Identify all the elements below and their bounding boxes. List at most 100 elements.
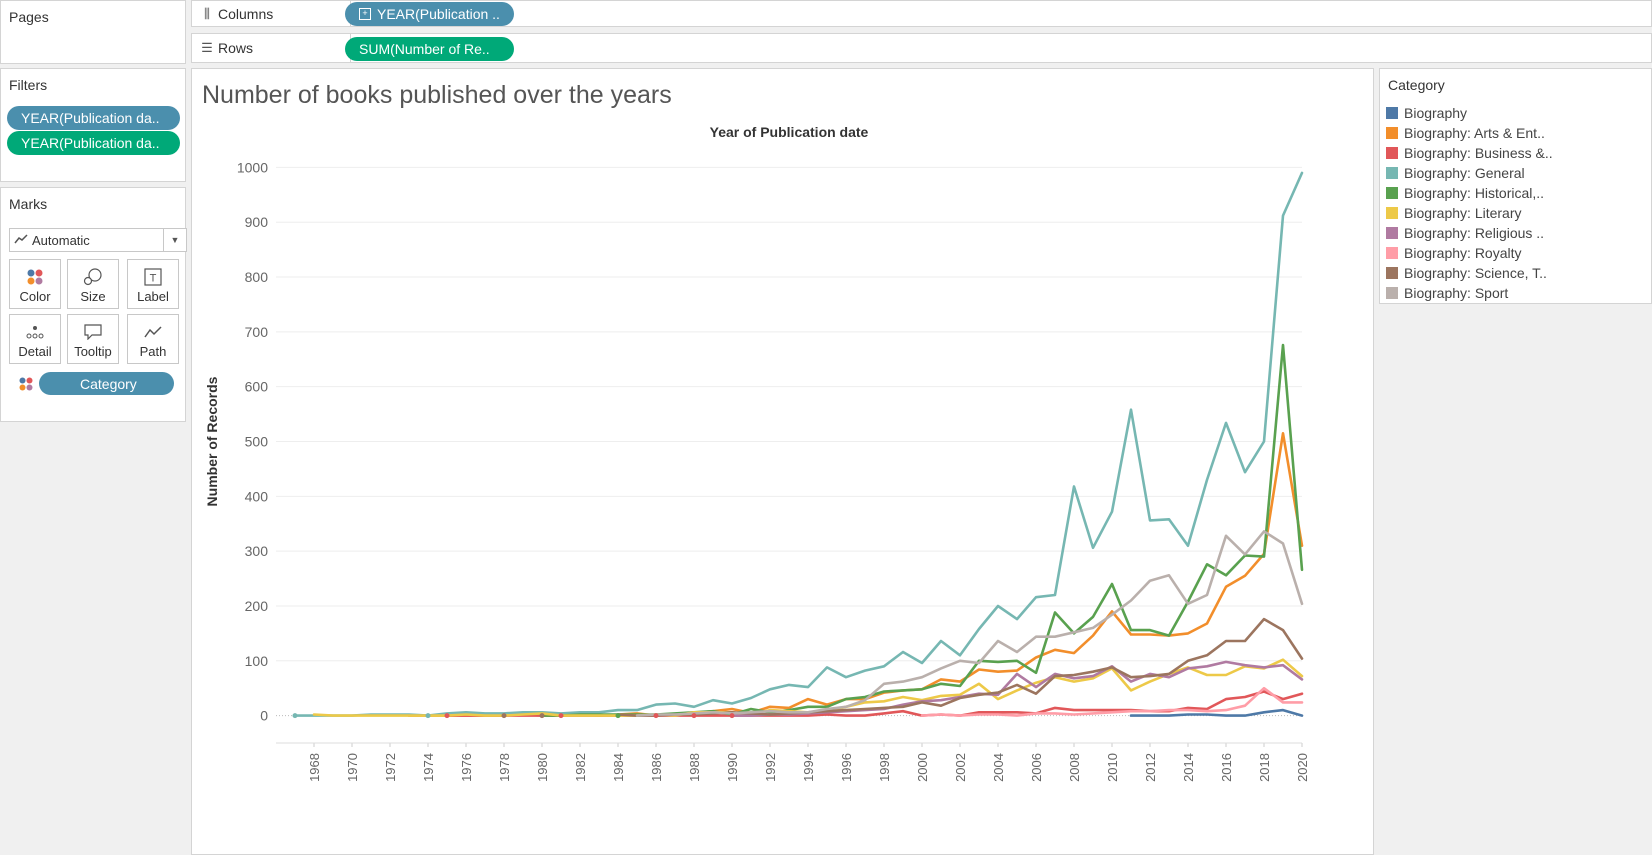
path-icon <box>128 320 178 344</box>
data-point[interactable] <box>426 713 431 718</box>
size-button[interactable]: Size <box>67 259 119 309</box>
x-tick-label: 2014 <box>1181 753 1196 782</box>
marks-panel: Marks Automatic ▼ Color Size T Label Det… <box>0 187 186 422</box>
line-chart: Year of Publication dateNumber of Record… <box>192 69 1373 854</box>
rows-pill-label: SUM(Number of Re.. <box>359 41 490 57</box>
y-tick-label: 700 <box>245 324 269 340</box>
x-axis-title: Year of Publication date <box>710 124 869 140</box>
data-point[interactable] <box>654 713 659 718</box>
x-tick-label: 1980 <box>535 753 550 782</box>
mark-type-dropdown[interactable]: Automatic ▼ <box>9 228 187 252</box>
legend-item[interactable]: Biography: General <box>1386 163 1525 183</box>
label-label: Label <box>128 289 178 304</box>
filters-panel: Filters YEAR(Publication da.. YEAR(Publi… <box>0 68 186 182</box>
legend-label: Biography: Business &.. <box>1404 145 1553 161</box>
filter-pill-1[interactable]: YEAR(Publication da.. <box>7 106 180 130</box>
x-tick-label: 1996 <box>839 753 854 782</box>
detail-button[interactable]: Detail <box>9 314 61 364</box>
legend-label: Biography: Royalty <box>1404 245 1522 261</box>
legend-swatch <box>1386 267 1398 279</box>
legend-item[interactable]: Biography: Religious .. <box>1386 223 1544 243</box>
rows-icon: ☰ <box>196 40 218 56</box>
x-tick-label: 2006 <box>1029 753 1044 782</box>
data-point[interactable] <box>502 713 507 718</box>
svg-text:T: T <box>150 273 157 285</box>
x-tick-label: 2010 <box>1105 753 1120 782</box>
filter-pill-1-label: YEAR(Publication da.. <box>21 110 160 126</box>
expand-icon[interactable]: + <box>359 8 371 20</box>
legend-item[interactable]: Biography: Science, T.. <box>1386 263 1547 283</box>
legend-item[interactable]: Biography: Historical,.. <box>1386 183 1544 203</box>
series-lines <box>293 173 1303 718</box>
legend-swatch <box>1386 167 1398 179</box>
size-label: Size <box>68 289 118 304</box>
legend-swatch <box>1386 227 1398 239</box>
columns-shelf-label: ⫼ Columns <box>192 1 351 26</box>
x-tick-label: 1968 <box>307 753 322 782</box>
legend-label: Biography: Religious .. <box>1404 225 1544 241</box>
rows-label: Rows <box>218 40 253 56</box>
mark-type-value: Automatic <box>32 233 90 248</box>
legend-label: Biography: Arts & Ent.. <box>1404 125 1545 141</box>
y-tick-label: 800 <box>245 269 269 285</box>
legend-item[interactable]: Biography: Arts & Ent.. <box>1386 123 1545 143</box>
columns-shelf[interactable]: ⫼ Columns + YEAR(Publication .. <box>191 0 1652 27</box>
x-tick-label: 1970 <box>345 753 360 782</box>
label-icon: T <box>128 265 178 289</box>
color-button[interactable]: Color <box>9 259 61 309</box>
x-tick-label: 1990 <box>725 753 740 782</box>
legend-item[interactable]: Biography <box>1386 103 1467 123</box>
category-pill-label: Category <box>80 376 137 392</box>
legend-swatch <box>1386 247 1398 259</box>
data-point[interactable] <box>445 713 450 718</box>
path-label: Path <box>128 344 178 359</box>
y-tick-label: 100 <box>245 653 269 669</box>
legend-label: Biography <box>1404 105 1467 121</box>
path-button[interactable]: Path <box>127 314 179 364</box>
legend-label: Biography: Historical,.. <box>1404 185 1544 201</box>
label-button[interactable]: T Label <box>127 259 179 309</box>
rows-pill[interactable]: SUM(Number of Re.. <box>345 37 514 61</box>
x-tick-label: 2012 <box>1143 753 1158 782</box>
chart-panel: Number of books published over the years… <box>191 68 1374 855</box>
columns-pill[interactable]: + YEAR(Publication .. <box>345 2 514 26</box>
category-pill[interactable]: Category <box>39 372 174 395</box>
data-point[interactable] <box>692 713 697 718</box>
x-tick-label: 1998 <box>877 753 892 782</box>
legend-item[interactable]: Biography: Business &.. <box>1386 143 1553 163</box>
color-field-icon <box>19 377 33 396</box>
data-point[interactable] <box>616 713 621 718</box>
data-point[interactable] <box>730 713 735 718</box>
legend-label: Biography: Science, T.. <box>1404 265 1547 281</box>
columns-icon: ⫼ <box>196 6 218 22</box>
filter-pill-2[interactable]: YEAR(Publication da.. <box>7 131 180 155</box>
data-point[interactable] <box>293 713 298 718</box>
pages-title: Pages <box>9 9 49 25</box>
color-icon <box>10 265 60 289</box>
detail-label: Detail <box>10 344 60 359</box>
rows-shelf[interactable]: ☰ Rows SUM(Number of Re.. <box>191 33 1652 63</box>
legend-item[interactable]: Biography: Sport <box>1386 283 1508 303</box>
legend-item[interactable]: Biography: Literary <box>1386 203 1522 223</box>
data-point[interactable] <box>540 713 545 718</box>
filters-title: Filters <box>9 77 47 93</box>
legend-swatch <box>1386 107 1398 119</box>
legend-swatch <box>1386 207 1398 219</box>
size-icon <box>68 265 118 289</box>
x-tick-label: 1992 <box>763 753 778 782</box>
filter-pill-2-label: YEAR(Publication da.. <box>21 135 160 151</box>
tooltip-icon <box>68 320 118 344</box>
legend-swatch <box>1386 287 1398 299</box>
x-tick-label: 2018 <box>1257 753 1272 782</box>
x-tick-label: 1994 <box>801 753 816 782</box>
chevron-down-icon[interactable]: ▼ <box>163 229 186 251</box>
detail-icon <box>10 320 60 344</box>
legend-title: Category <box>1388 77 1445 93</box>
tooltip-button[interactable]: Tooltip <box>67 314 119 364</box>
x-tick-label: 1978 <box>497 753 512 782</box>
x-tick-label: 1972 <box>383 753 398 782</box>
y-tick-label: 200 <box>245 598 269 614</box>
data-point[interactable] <box>559 713 564 718</box>
legend-item[interactable]: Biography: Royalty <box>1386 243 1522 263</box>
x-tick-label: 2002 <box>953 753 968 782</box>
